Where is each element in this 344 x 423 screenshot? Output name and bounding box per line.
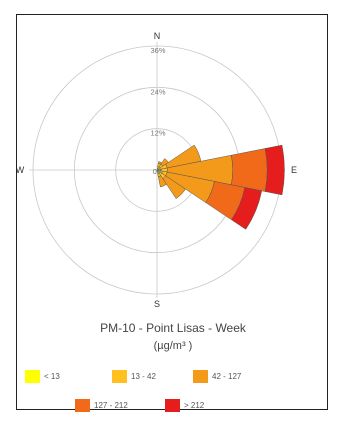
compass-label-s: S <box>154 299 160 309</box>
legend-swatch <box>193 370 208 383</box>
radial-tick-label: 0% <box>153 167 164 176</box>
legend-label: 127 - 212 <box>94 401 128 410</box>
legend-label: 42 - 127 <box>212 372 242 381</box>
rose-segment-E <box>231 148 268 192</box>
legend-label: > 212 <box>184 401 205 410</box>
legend-swatch <box>25 370 40 383</box>
legend-label: 13 - 42 <box>131 372 156 381</box>
chart-frame: 0% 12% 24% 36% N E S W PM-10 - Point Lisas - We… <box>16 14 328 412</box>
compass-label-n: N <box>154 31 161 41</box>
radial-tick-label: 12% <box>150 129 165 138</box>
rose-segment-E <box>264 144 285 196</box>
rose-segment-SSE <box>158 175 167 188</box>
compass-label-e: E <box>291 165 297 175</box>
compass-label-w: W <box>17 165 25 175</box>
legend-swatch <box>75 399 90 412</box>
chart-unit: (µg/m³ ) <box>153 340 193 352</box>
rose-segment-ESE <box>231 187 263 230</box>
chart-title: PM-10 - Point Lisas - Week <box>100 321 246 335</box>
radial-tick-label: 24% <box>150 87 165 96</box>
wind-rose-chart: 0% 12% 24% 36% N E S W <box>17 31 297 309</box>
radial-tick-label: 36% <box>150 46 165 55</box>
rose-segment-SE <box>162 175 186 199</box>
legend-swatch <box>112 370 127 383</box>
legend-label: < 13 <box>44 372 60 381</box>
legend-swatch <box>165 399 180 412</box>
